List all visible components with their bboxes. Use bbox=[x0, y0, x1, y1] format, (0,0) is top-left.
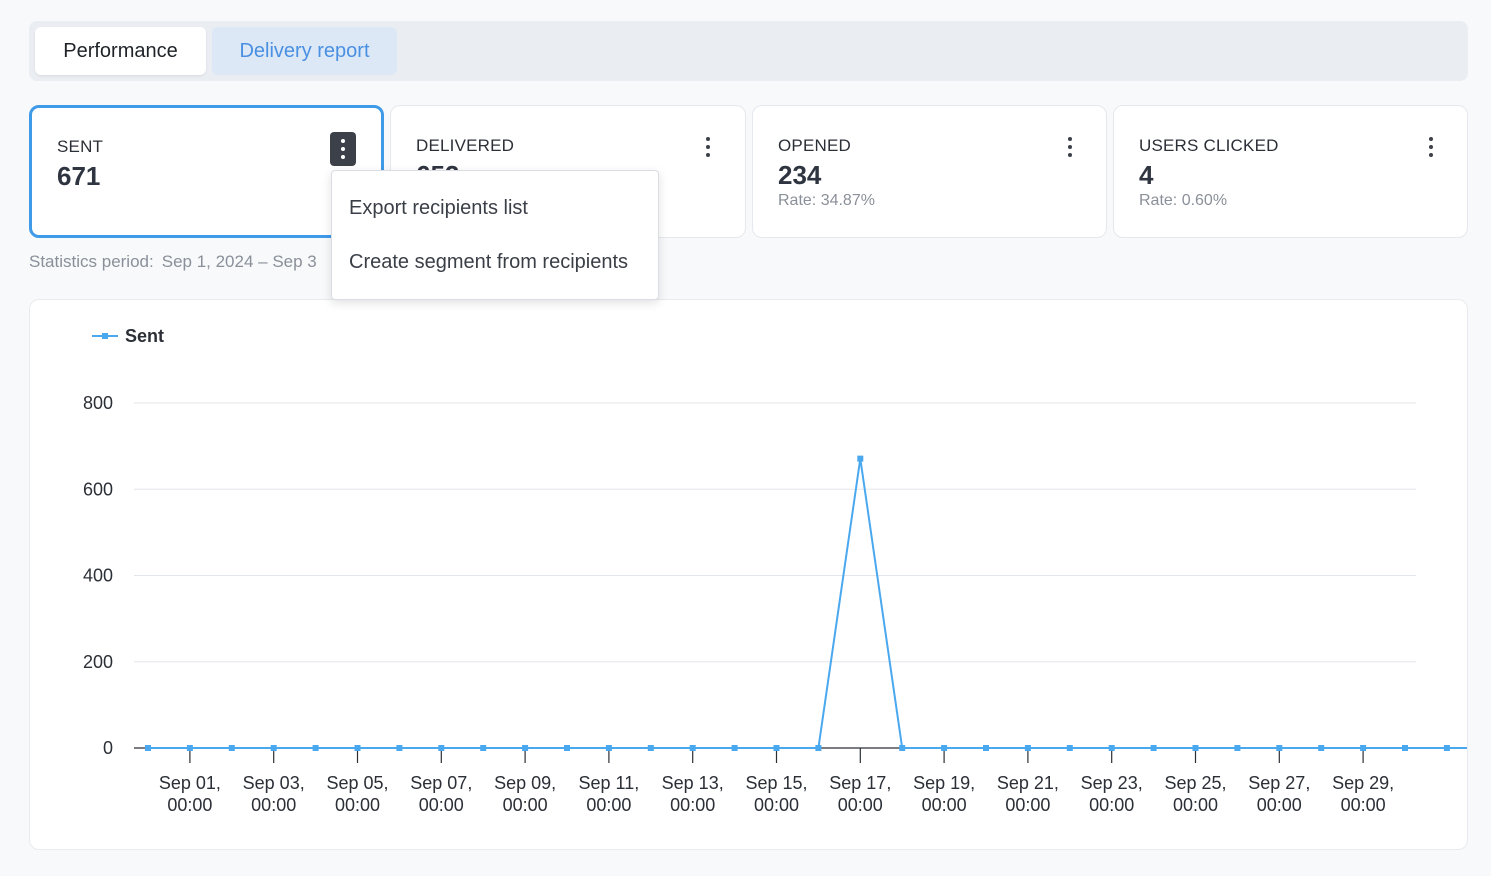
data-point bbox=[605, 745, 612, 751]
stat-rate: Rate: 34.87% bbox=[778, 192, 875, 209]
statistics-period-value: Sep 1, 2024 – Sep 3 bbox=[161, 252, 317, 271]
x-tick-label: Sep 19, 00:00 bbox=[913, 773, 975, 815]
tab-bar: Performance Delivery report bbox=[29, 21, 1468, 81]
data-point bbox=[857, 455, 864, 462]
x-tick-label: Sep 17, 00:00 bbox=[829, 773, 891, 815]
y-tick-label: 400 bbox=[83, 566, 113, 586]
statistics-period: Statistics period: Sep 1, 2024 – Sep 3 bbox=[29, 252, 317, 272]
stat-label: OPENED bbox=[778, 136, 851, 155]
data-point bbox=[228, 745, 235, 751]
stat-card-opened[interactable]: OPENED 234 Rate: 34.87% bbox=[752, 105, 1107, 238]
x-tick-label: Sep 09, 00:00 bbox=[494, 773, 556, 815]
stat-card-sent[interactable]: SENT 671 bbox=[29, 105, 384, 238]
data-point bbox=[689, 745, 696, 751]
kebab-icon bbox=[1429, 137, 1433, 157]
x-tick-label: Sep 29, 00:00 bbox=[1332, 773, 1394, 815]
kebab-icon bbox=[1068, 137, 1072, 157]
more-options-button[interactable] bbox=[330, 132, 356, 166]
series-line-sent bbox=[148, 458, 1467, 749]
data-point bbox=[773, 745, 780, 751]
tab-delivery-report[interactable]: Delivery report bbox=[212, 27, 397, 75]
data-point bbox=[815, 745, 822, 751]
stat-value: 4 bbox=[1139, 160, 1154, 190]
kebab-icon bbox=[706, 137, 710, 157]
y-tick-label: 600 bbox=[83, 479, 113, 499]
legend-marker bbox=[102, 333, 108, 339]
more-options-button[interactable] bbox=[1418, 130, 1444, 164]
data-point bbox=[1276, 745, 1283, 751]
data-point bbox=[354, 745, 361, 751]
stat-label: SENT bbox=[57, 137, 104, 156]
create-segment-item[interactable]: Create segment from recipients bbox=[349, 251, 629, 273]
options-menu: Export recipients list Create segment fr… bbox=[331, 170, 659, 300]
x-tick-label: Sep 15, 00:00 bbox=[745, 773, 807, 815]
y-tick-label: 0 bbox=[103, 738, 113, 758]
legend-label-sent: Sent bbox=[125, 326, 164, 346]
export-recipients-list-item[interactable]: Export recipients list bbox=[349, 197, 528, 219]
x-tick-label: Sep 13, 00:00 bbox=[662, 773, 724, 815]
data-point bbox=[1150, 745, 1157, 751]
x-tick-label: Sep 21, 00:00 bbox=[997, 773, 1059, 815]
data-point bbox=[983, 745, 989, 751]
line-chart: 0 200 400 600 800 Sep 01, 00:00 Sep 03, 00:00 Sep… bbox=[83, 326, 1467, 815]
stat-value: 234 bbox=[778, 160, 822, 190]
data-point bbox=[1108, 745, 1115, 751]
data-point bbox=[647, 745, 654, 751]
data-point bbox=[522, 745, 529, 751]
data-point bbox=[899, 745, 906, 751]
x-tick-label: Sep 25, 00:00 bbox=[1164, 773, 1226, 815]
chart-card: 0 200 400 600 800 Sep 01, 00:00 Sep 03, 00:00 Sep… bbox=[29, 299, 1468, 850]
x-tick-label: Sep 23, 00:00 bbox=[1081, 773, 1143, 815]
more-options-button[interactable] bbox=[1057, 130, 1083, 164]
data-point bbox=[1024, 745, 1031, 751]
data-point bbox=[1066, 745, 1073, 751]
stat-card-users-clicked[interactable]: USERS CLICKED 4 Rate: 0.60% bbox=[1113, 105, 1468, 238]
x-tick-label: Sep 03, 00:00 bbox=[243, 773, 305, 815]
data-point bbox=[1402, 745, 1408, 751]
tab-performance[interactable]: Performance bbox=[35, 27, 206, 75]
stat-rate: Rate: 0.60% bbox=[1139, 192, 1228, 209]
data-point bbox=[564, 745, 570, 751]
x-tick-label: Sep 01, 00:00 bbox=[159, 773, 221, 815]
kebab-icon bbox=[341, 139, 345, 159]
data-point bbox=[1360, 745, 1367, 751]
data-point bbox=[731, 745, 738, 751]
data-point bbox=[438, 745, 445, 751]
stat-label: DELIVERED bbox=[416, 136, 515, 155]
data-point bbox=[480, 745, 487, 751]
data-point bbox=[145, 745, 151, 751]
x-tick-label: Sep 07, 00:00 bbox=[410, 773, 472, 815]
data-point bbox=[396, 745, 403, 751]
more-options-button[interactable] bbox=[695, 130, 721, 164]
y-tick-label: 200 bbox=[83, 652, 113, 672]
x-tick-label: Sep 11, 00:00 bbox=[579, 773, 640, 815]
data-point bbox=[1192, 745, 1199, 751]
data-point bbox=[941, 745, 948, 751]
statistics-period-label: Statistics period: bbox=[29, 252, 154, 271]
data-point bbox=[312, 745, 319, 751]
y-tick-label: 800 bbox=[83, 393, 113, 413]
data-point bbox=[1234, 745, 1241, 751]
x-tick-label: Sep 27, 00:00 bbox=[1248, 773, 1310, 815]
data-point bbox=[270, 745, 277, 751]
data-point bbox=[1318, 745, 1325, 751]
data-point bbox=[186, 745, 193, 751]
stat-value: 671 bbox=[57, 161, 101, 191]
stat-label: USERS CLICKED bbox=[1139, 136, 1279, 155]
data-point bbox=[1443, 745, 1450, 751]
x-tick-label: Sep 05, 00:00 bbox=[326, 773, 388, 815]
